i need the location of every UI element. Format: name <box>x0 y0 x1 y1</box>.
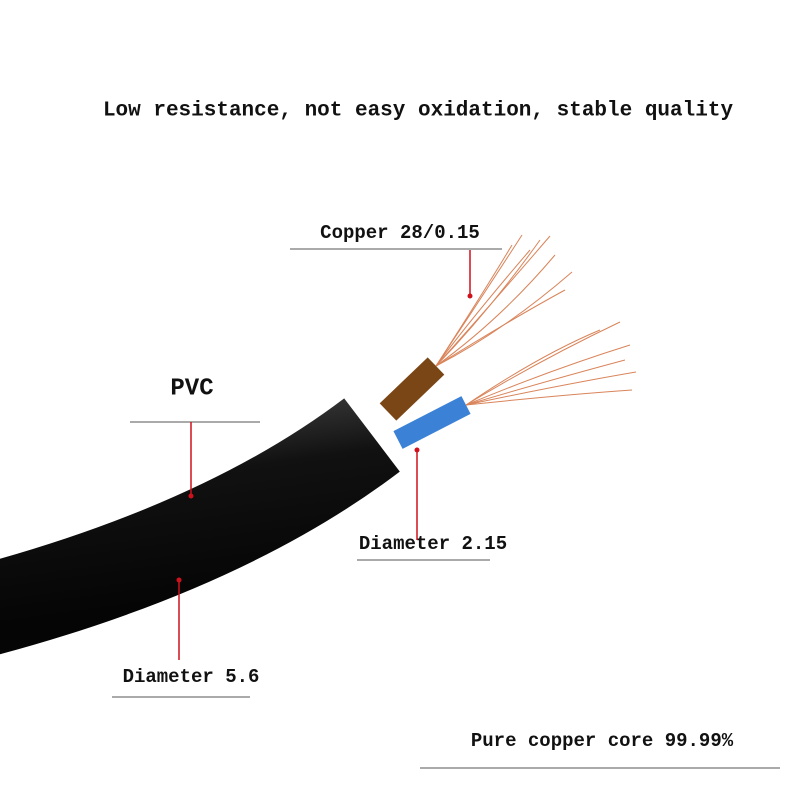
leader-dot <box>467 293 473 299</box>
outer-diameter-label: Diameter 5.6 <box>123 666 260 688</box>
leader-dot <box>176 577 182 583</box>
leader-dot <box>188 493 194 499</box>
core-label: Pure copper core 99.99% <box>471 730 734 752</box>
header-title: Low resistance, not easy oxidation, stab… <box>103 100 734 123</box>
blue-wire <box>393 396 471 449</box>
copper-label: Copper 28/0.15 <box>320 222 480 244</box>
cable <box>0 234 637 655</box>
outer-jacket <box>0 398 400 655</box>
leader-dot <box>414 447 420 453</box>
brown-wire <box>379 357 445 421</box>
inner-diameter-label: Diameter 2.15 <box>359 533 507 555</box>
copper-strands-1 <box>435 234 573 367</box>
copper-strands-2 <box>465 321 637 406</box>
pvc-label: PVC <box>170 375 213 402</box>
